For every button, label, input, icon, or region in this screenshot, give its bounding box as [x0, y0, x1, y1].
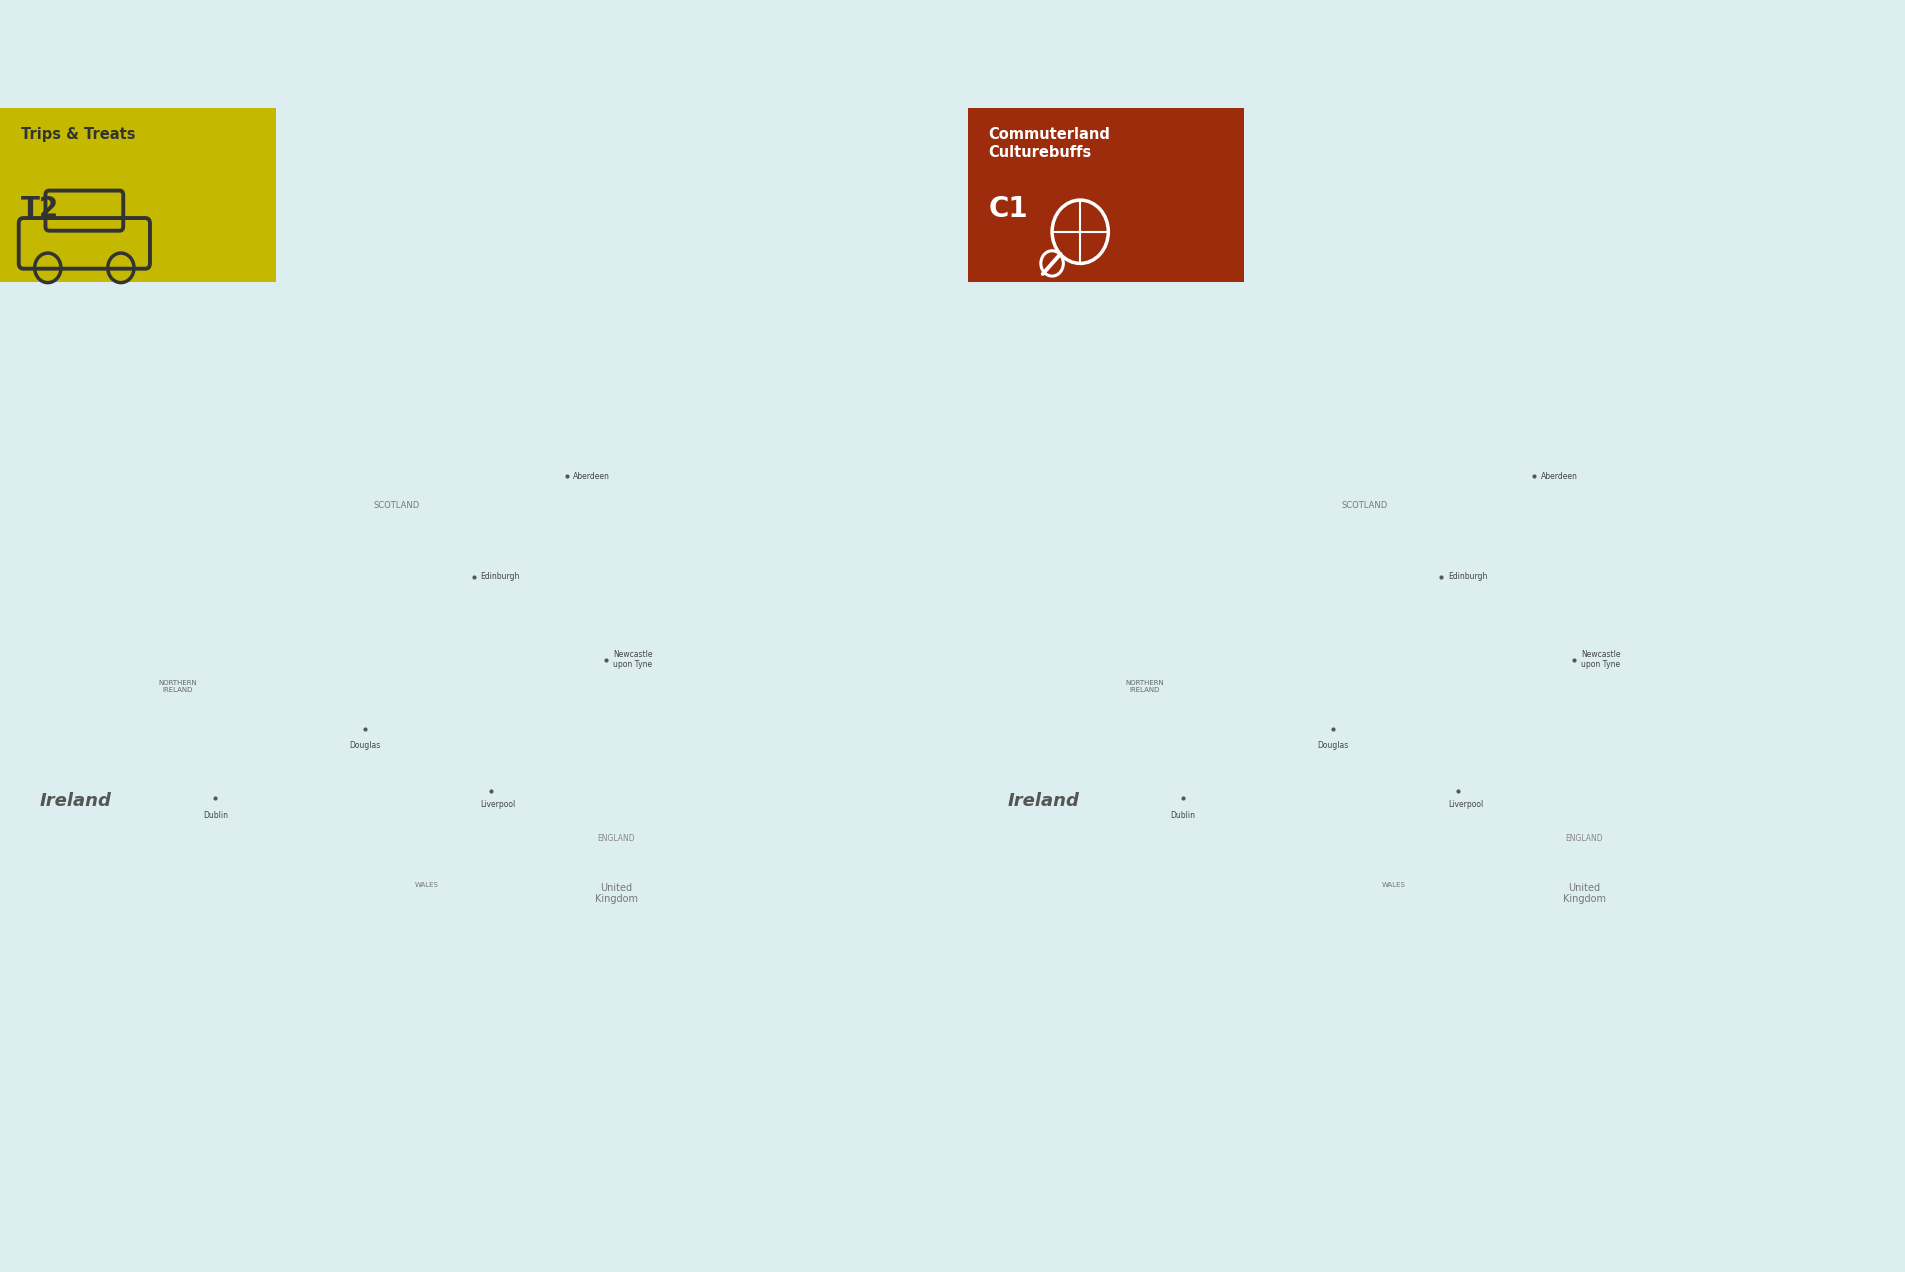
Text: Newcastle
upon Tyne: Newcastle upon Tyne [1581, 650, 1621, 669]
Text: Newcastle
upon Tyne: Newcastle upon Tyne [613, 650, 653, 669]
Text: NORTHERN
IRELAND: NORTHERN IRELAND [158, 681, 196, 693]
Text: Aberdeen: Aberdeen [573, 472, 610, 481]
Text: Dublin: Dublin [1170, 810, 1196, 819]
Text: Edinburgh: Edinburgh [480, 572, 520, 581]
Text: Douglas: Douglas [1316, 742, 1349, 750]
Text: United
Kingdom: United Kingdom [594, 883, 638, 904]
Text: T2: T2 [21, 196, 59, 224]
Text: WALES: WALES [1383, 881, 1406, 888]
Text: SCOTLAND: SCOTLAND [1341, 501, 1387, 510]
Text: NORTHERN
IRELAND: NORTHERN IRELAND [1126, 681, 1164, 693]
Text: Commuterland
Culturebuffs: Commuterland Culturebuffs [989, 127, 1111, 160]
Text: Liverpool: Liverpool [1448, 800, 1484, 809]
Text: Ireland: Ireland [40, 791, 112, 810]
Text: Liverpool: Liverpool [480, 800, 516, 809]
Text: ENGLAND: ENGLAND [598, 834, 634, 843]
Text: SCOTLAND: SCOTLAND [373, 501, 419, 510]
Bar [0, 108, 276, 282]
Text: Dublin: Dublin [202, 810, 229, 819]
Text: Edinburgh: Edinburgh [1448, 572, 1488, 581]
Text: C1: C1 [989, 196, 1029, 224]
Text: Douglas: Douglas [349, 742, 381, 750]
Text: ENGLAND: ENGLAND [1566, 834, 1602, 843]
Text: Trips & Treats: Trips & Treats [21, 127, 135, 142]
Bar [968, 108, 1244, 282]
Text: WALES: WALES [415, 881, 438, 888]
Text: Ireland: Ireland [1008, 791, 1080, 810]
Text: Aberdeen: Aberdeen [1541, 472, 1577, 481]
Text: United
Kingdom: United Kingdom [1562, 883, 1606, 904]
